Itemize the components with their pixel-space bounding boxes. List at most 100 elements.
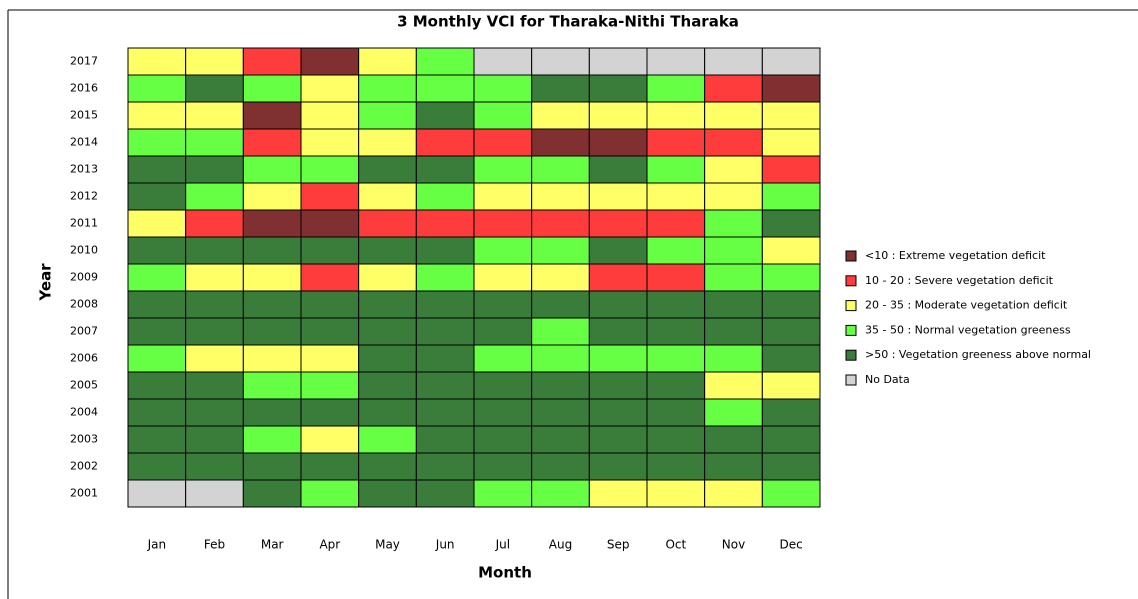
heatmap-cell (415, 236, 475, 265)
heatmap-cell (761, 317, 821, 346)
heatmap-cell (242, 317, 302, 346)
heatmap-cell (531, 263, 590, 292)
heatmap-cell (473, 263, 533, 292)
heatmap-cell (704, 47, 763, 76)
heatmap-cell (415, 47, 475, 76)
heatmap-cell (358, 182, 417, 211)
heatmap-cell (358, 290, 417, 319)
heatmap-cell (185, 398, 244, 427)
heatmap-cell (473, 209, 533, 238)
heatmap-cell (300, 425, 360, 454)
heatmap-cell (704, 452, 763, 481)
heatmap-cell (646, 236, 706, 265)
x-axis-label: Month (478, 564, 532, 582)
heatmap-cell (300, 155, 360, 184)
heatmap-cell (473, 452, 533, 481)
heatmap-cell (761, 452, 821, 481)
heatmap-cell (300, 263, 360, 292)
heatmap-cell (588, 371, 648, 400)
heatmap-cell (300, 101, 360, 130)
heatmap-cell (588, 398, 648, 427)
heatmap-cell (473, 317, 533, 346)
heatmap-cell (761, 128, 821, 157)
heatmap-cell (415, 371, 475, 400)
heatmap-cell (242, 290, 302, 319)
heatmap-cell (185, 317, 244, 346)
heatmap-cell (415, 479, 475, 508)
heatmap-cell (588, 263, 648, 292)
heatmap-cell (646, 371, 706, 400)
heatmap-cell (473, 371, 533, 400)
heatmap-cell (415, 182, 475, 211)
heatmap-cell (761, 155, 821, 184)
y-tick-label: 2002 (70, 460, 98, 473)
heatmap-cell (415, 425, 475, 454)
x-tick-label: Aug (549, 538, 572, 552)
heatmap-cell (415, 398, 475, 427)
heatmap-cell (588, 209, 648, 238)
heatmap-cell (185, 479, 244, 508)
heatmap-cell (473, 128, 533, 157)
legend-label: 20 - 35 : Moderate vegetation deficit (865, 299, 1068, 312)
heatmap-cell (646, 425, 706, 454)
heatmap-cell (358, 263, 417, 292)
heatmap-cell (300, 182, 360, 211)
heatmap-cell (761, 371, 821, 400)
heatmap-cell (646, 452, 706, 481)
heatmap-cell (358, 452, 417, 481)
heatmap-cell (415, 155, 475, 184)
y-tick-label: 2003 (70, 433, 98, 446)
heatmap-cell (415, 452, 475, 481)
heatmap-cell (646, 290, 706, 319)
y-tick-label: 2006 (70, 352, 98, 365)
heatmap-cell (588, 317, 648, 346)
x-tick-label: Mar (261, 538, 284, 552)
x-tick-label: Dec (780, 538, 803, 552)
heatmap-cell (127, 344, 187, 373)
heatmap-cell (704, 479, 763, 508)
heatmap-cell (531, 155, 590, 184)
heatmap-cell (127, 371, 187, 400)
heatmap-cell (185, 101, 244, 130)
heatmap-cell (300, 371, 360, 400)
heatmap-cell (588, 425, 648, 454)
heatmap-cell (531, 236, 590, 265)
heatmap-cell (531, 317, 590, 346)
heatmap-cell (704, 209, 763, 238)
heatmap-cell (704, 101, 763, 130)
heatmap-cell (300, 344, 360, 373)
heatmap-cell (242, 425, 302, 454)
heatmap-cell (185, 47, 244, 76)
y-tick-label: 2009 (70, 271, 98, 284)
heatmap-cell (300, 398, 360, 427)
heatmap-cell (127, 398, 187, 427)
heatmap-cell (358, 479, 417, 508)
heatmap-cell (531, 398, 590, 427)
heatmap-cell (646, 182, 706, 211)
heatmap-cell (473, 155, 533, 184)
heatmap-cell (761, 182, 821, 211)
heatmap-cell (704, 371, 763, 400)
legend-label: 35 - 50 : Normal vegetation greeness (865, 323, 1071, 336)
heatmap-cell (588, 155, 648, 184)
heatmap-cell (588, 236, 648, 265)
heatmap-cell (704, 290, 763, 319)
heatmap-cell (588, 101, 648, 130)
heatmap-cell (531, 47, 590, 76)
legend-swatch (845, 324, 857, 336)
heatmap-cell (473, 425, 533, 454)
heatmap-cell (646, 479, 706, 508)
x-tick-label: Sep (607, 538, 630, 552)
heatmap-cell (531, 74, 590, 103)
legend-swatch (845, 250, 857, 262)
heatmap-cell (127, 479, 187, 508)
x-tick-label: Nov (722, 538, 745, 552)
heatmap-cell (127, 128, 187, 157)
heatmap-cell (242, 263, 302, 292)
heatmap-cell (127, 452, 187, 481)
heatmap-cell (242, 452, 302, 481)
heatmap-cell (185, 236, 244, 265)
heatmap-cell (473, 236, 533, 265)
heatmap-cell (761, 209, 821, 238)
heatmap-cell (242, 344, 302, 373)
